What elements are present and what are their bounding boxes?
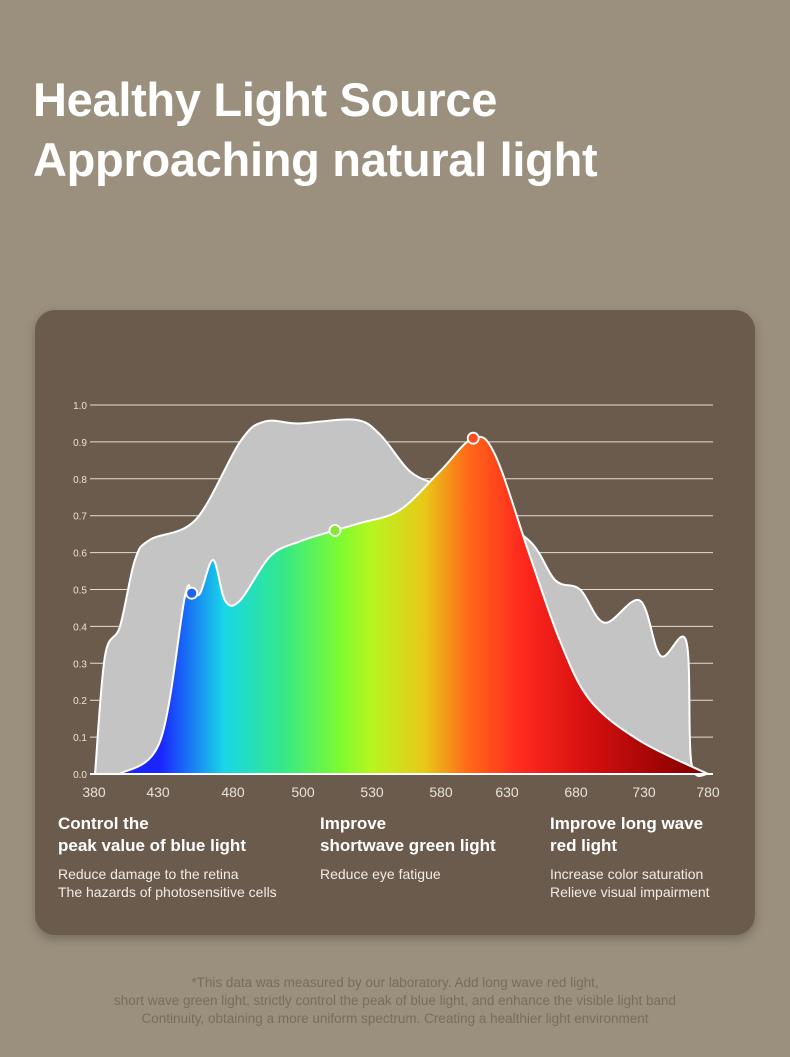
caption-blue: Control the peak value of blue light Redu… xyxy=(58,813,277,901)
footnote-line: Continuity, obtaining a more uniform spe… xyxy=(141,1011,649,1026)
peak-marker xyxy=(466,431,480,445)
x-tick-label: 730 xyxy=(632,784,656,800)
caption-text: Relieve visual impairment xyxy=(550,884,710,900)
y-tick-label: 0.3 xyxy=(73,659,87,670)
x-tick-label: 430 xyxy=(146,784,170,800)
caption-green: Improve shortwave green light Reduce eye … xyxy=(320,813,496,883)
footnote-line: short wave green light, strictly control… xyxy=(113,993,677,1008)
y-tick-label: 0.4 xyxy=(73,622,87,633)
x-tick-label: 780 xyxy=(696,784,720,800)
caption-heading: peak value of blue light xyxy=(58,836,246,855)
y-tick-label: 0.9 xyxy=(73,438,87,449)
caption-heading: Control the xyxy=(58,814,149,833)
y-tick-label: 0.2 xyxy=(73,696,87,707)
x-tick-label: 530 xyxy=(360,784,384,800)
caption-text: Reduce damage to the retina xyxy=(58,866,239,882)
y-tick-label: 0.5 xyxy=(73,586,87,597)
x-tick-label: 680 xyxy=(564,784,588,800)
title-line-1: Healthy Light Source xyxy=(33,73,498,126)
y-tick-label: 0.8 xyxy=(73,475,87,486)
caption-heading: red light xyxy=(550,836,618,855)
x-tick-label: 480 xyxy=(221,784,245,800)
title-line-2: Approaching natural light xyxy=(33,133,598,186)
caption-heading: Improve xyxy=(320,814,387,833)
footnote-line: *This data was measured by our laborator… xyxy=(191,975,599,990)
x-tick-label: 630 xyxy=(495,784,519,800)
y-tick-label: 0.0 xyxy=(73,770,87,781)
y-tick-label: 0.7 xyxy=(73,512,87,523)
caption-heading: Improve long wave xyxy=(550,814,704,833)
x-tick-label: 500 xyxy=(291,784,315,800)
y-tick-label: 0.6 xyxy=(73,549,87,560)
footnote: *This data was measured by our laborator… xyxy=(0,974,790,1028)
x-tick-label: 580 xyxy=(429,784,453,800)
y-tick-label: 0.1 xyxy=(73,733,87,744)
peak-marker xyxy=(185,586,199,600)
x-tick-label: 380 xyxy=(82,784,106,800)
peak-marker xyxy=(328,524,342,537)
caption-text: Increase color saturation xyxy=(550,866,704,882)
y-tick-label: 1.0 xyxy=(73,401,87,412)
caption-text: The hazards of photosensitive cells xyxy=(58,884,277,900)
caption-text: Reduce eye fatigue xyxy=(320,866,441,882)
caption-heading: shortwave green light xyxy=(320,836,496,855)
caption-red: Improve long wave red light Increase colo… xyxy=(550,813,710,901)
